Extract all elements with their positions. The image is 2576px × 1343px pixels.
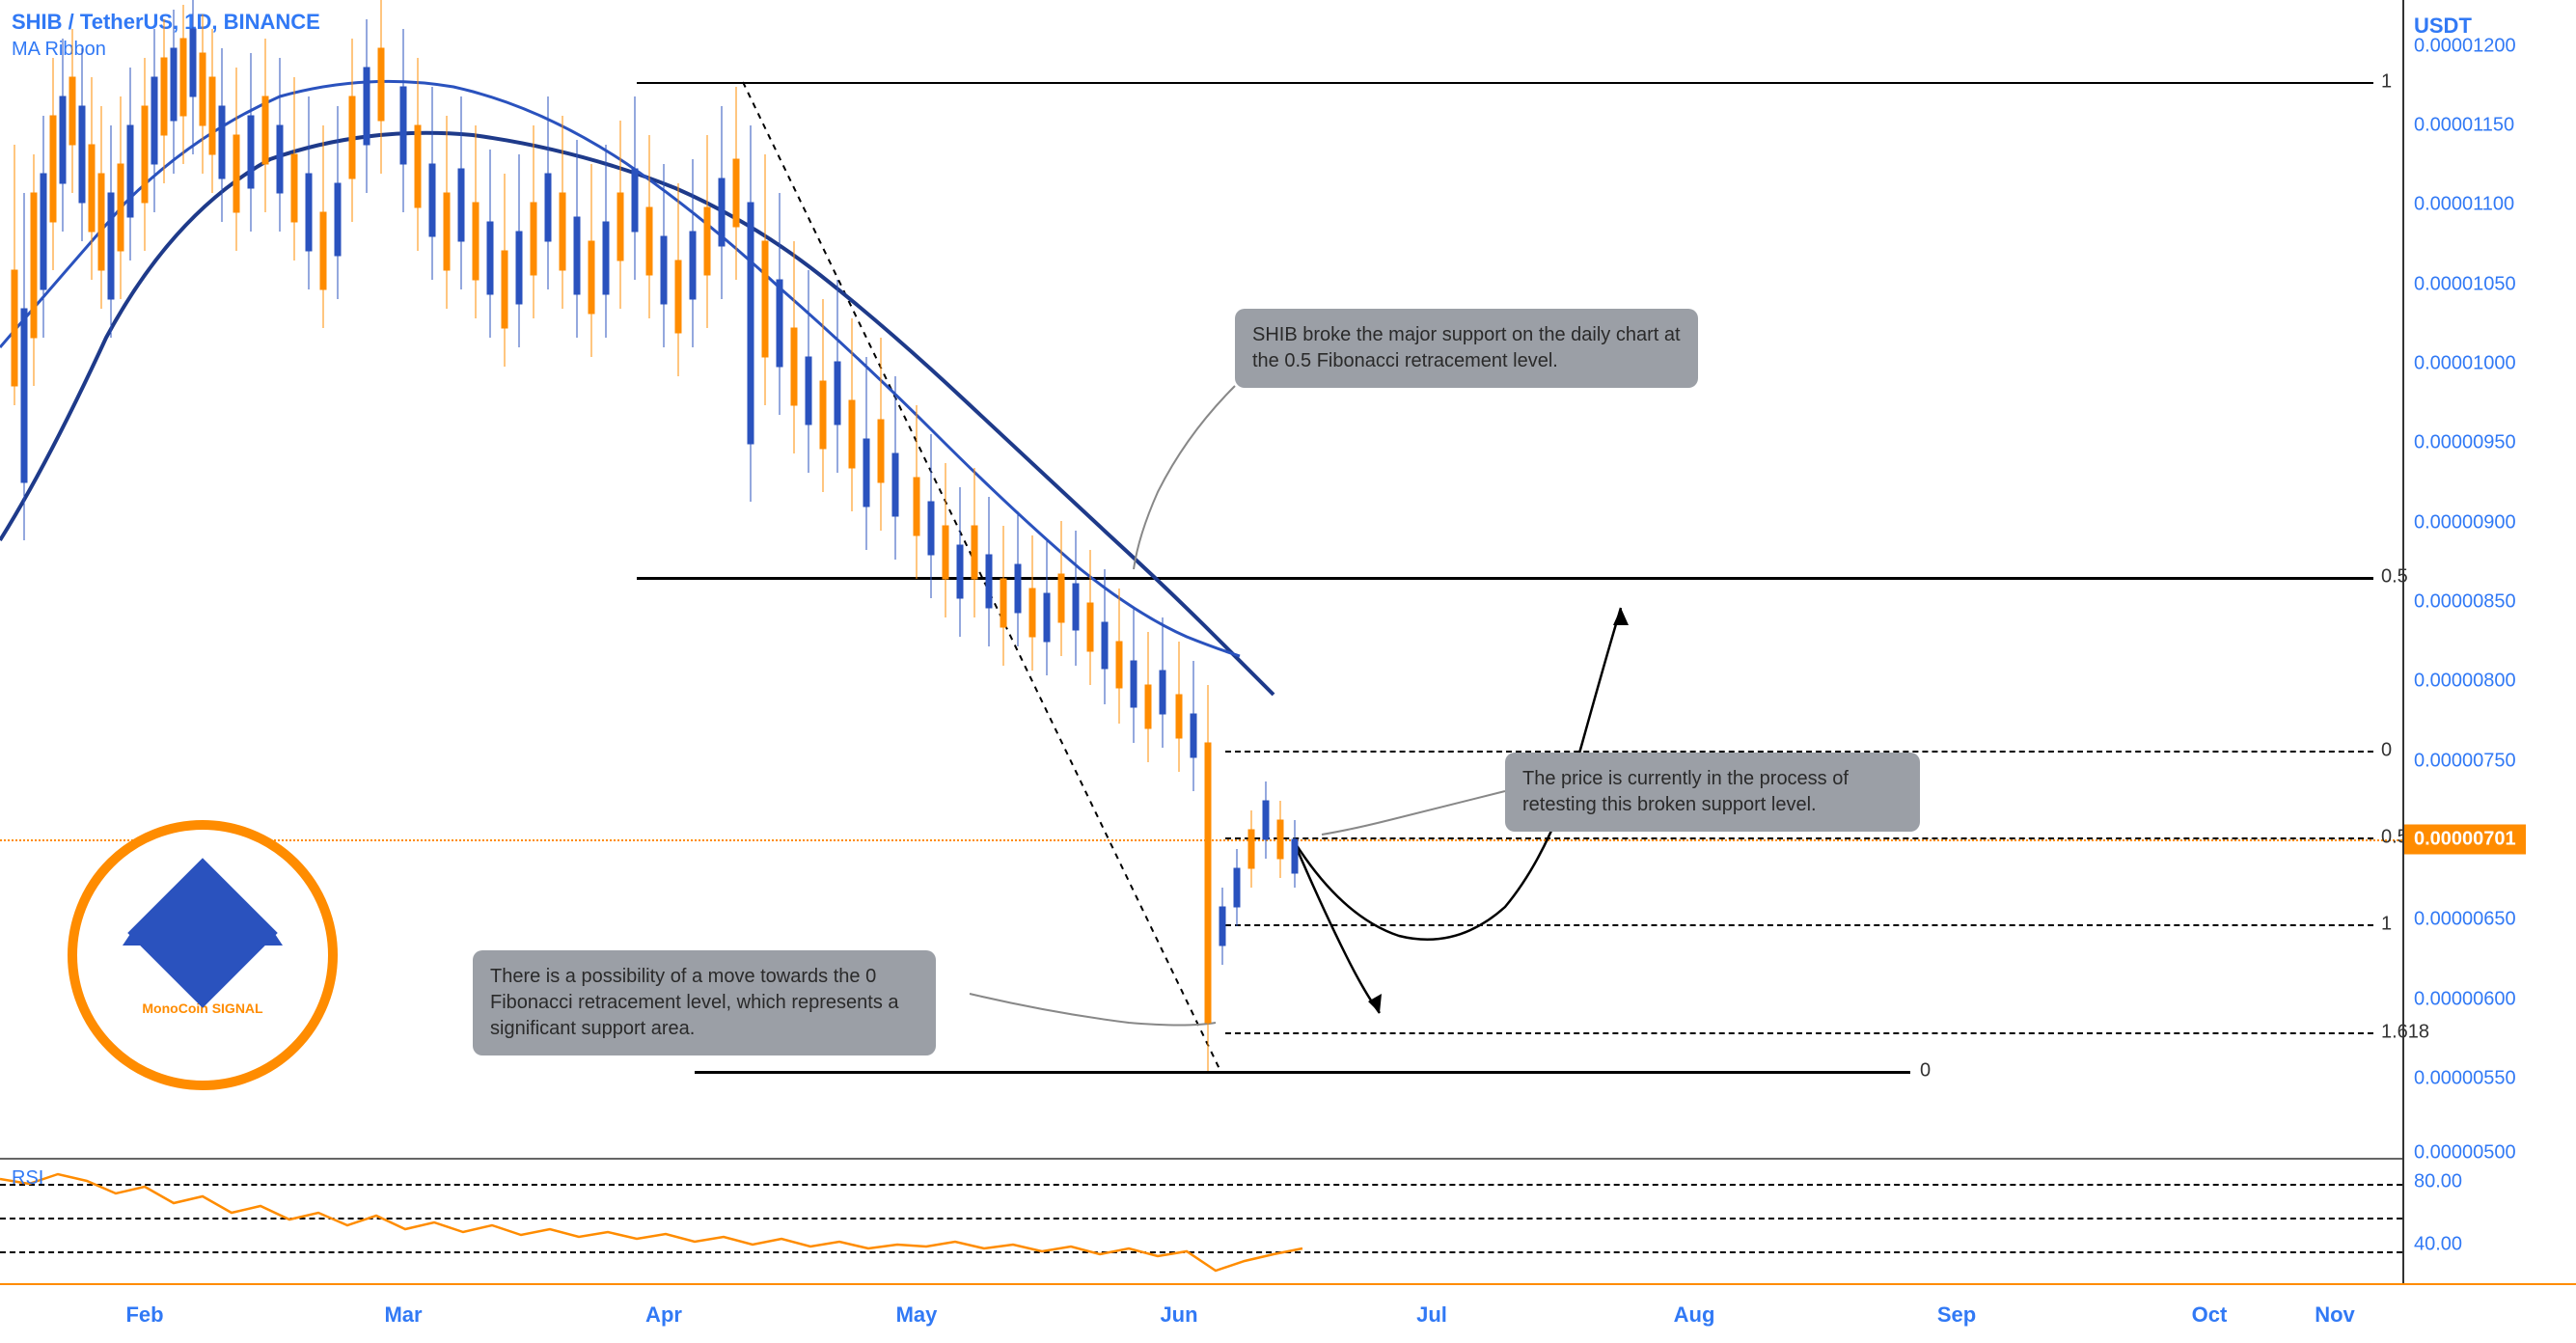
fib-small-1: [1225, 924, 2373, 926]
current-price-badge: 0.00000701: [2404, 825, 2526, 855]
time-tick: Mar: [384, 1302, 422, 1328]
price-tick: 0.00000750: [2414, 751, 2516, 773]
price-tick: 0.00000900: [2414, 512, 2516, 534]
rsi-tick: 80.00: [2414, 1171, 2462, 1193]
price-tick: 0.00001050: [2414, 274, 2516, 296]
rsi-line: [0, 1160, 2402, 1285]
price-tick: 0.00000950: [2414, 432, 2516, 454]
time-tick: Feb: [125, 1302, 163, 1328]
annotation-2: The price is currently in the process of…: [1505, 753, 1920, 832]
rsi-axis: 80.00 40.00: [2402, 1158, 2576, 1283]
fib-1-label: 1: [2381, 71, 2392, 94]
time-tick: Jun: [1160, 1302, 1197, 1328]
time-tick: Jul: [1416, 1302, 1447, 1328]
price-tick: 0.00001150: [2414, 115, 2514, 137]
rsi-panel[interactable]: [0, 1158, 2402, 1283]
annotation-3: There is a possibility of a move towards…: [473, 950, 936, 1055]
fib-small-1618: [1225, 1032, 2373, 1034]
rsi-label: RSI: [12, 1167, 43, 1190]
fib-05: [637, 577, 2373, 580]
annotation-1: SHIB broke the major support on the dail…: [1235, 309, 1698, 388]
price-tick: 0.00000650: [2414, 909, 2516, 931]
price-tick: 0.00001200: [2414, 36, 2516, 58]
ticker-label: SHIB / TetherUS, 1D, BINANCE: [12, 10, 320, 35]
logo: MonoCoin SIGNAL: [68, 820, 338, 1090]
indicator-label: MA Ribbon: [12, 39, 106, 61]
time-tick: Sep: [1937, 1302, 1976, 1328]
price-tick: 0.00000550: [2414, 1068, 2516, 1090]
fib-0: [695, 1071, 1910, 1074]
price-tick: 0.00000600: [2414, 989, 2516, 1011]
price-tick: 0.00001000: [2414, 353, 2516, 375]
fib-small-0-label: 0: [2381, 740, 2392, 762]
rsi-tick: 40.00: [2414, 1234, 2462, 1256]
price-axis: USDT 0.00001200 0.00001150 0.00001100 0.…: [2402, 0, 2576, 1158]
time-tick: Apr: [645, 1302, 682, 1328]
price-tick: 0.00000850: [2414, 591, 2516, 614]
time-tick: Oct: [2192, 1302, 2228, 1328]
time-tick: Nov: [2315, 1302, 2355, 1328]
time-tick: May: [896, 1302, 938, 1328]
fib-1: [637, 82, 2373, 84]
fib-small-1-label: 1: [2381, 914, 2392, 936]
fib-0-label: 0: [1920, 1060, 1931, 1083]
main-chart[interactable]: SHIB / TetherUS, 1D, BINANCE MA Ribbon 1…: [0, 0, 2402, 1158]
current-price-line: [0, 839, 2402, 841]
fib-small-05: [1225, 837, 2373, 839]
time-axis: Feb Mar Apr May Jun Jul Aug Sep Oct Nov: [0, 1283, 2576, 1343]
time-tick: Aug: [1674, 1302, 1715, 1328]
price-tick: 0.00000800: [2414, 671, 2516, 693]
price-tick: 0.00001100: [2414, 194, 2514, 216]
